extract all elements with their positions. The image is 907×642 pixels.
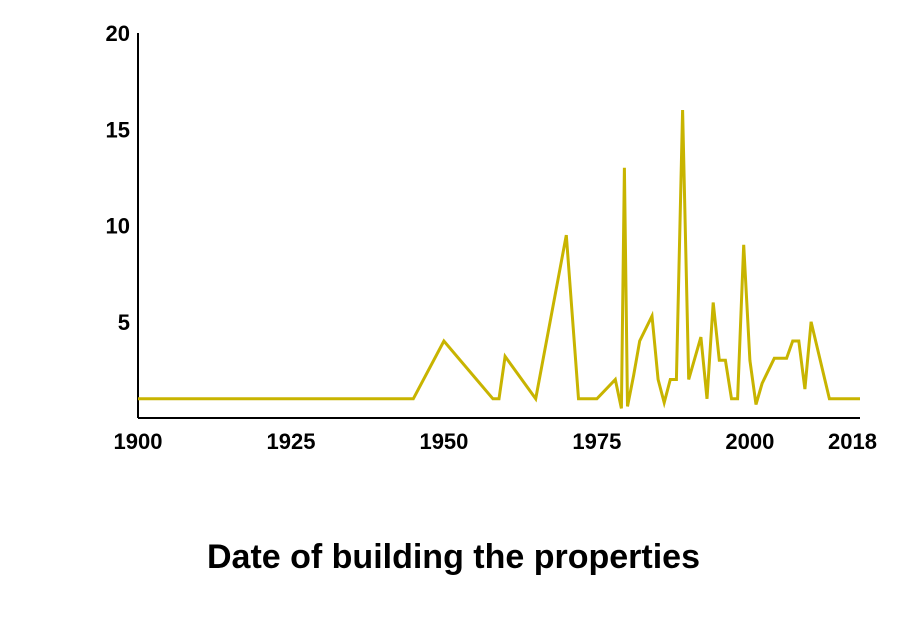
x-tick-labels: 1900 1925 1950 1975 2000 2018 [114,429,877,454]
y-tick-label: 15 [106,117,130,142]
y-tick-label: 10 [106,214,130,239]
x-tick-label: 1975 [572,429,621,454]
x-tick-label: 1925 [266,429,315,454]
x-tick-label: 2018 [828,429,877,454]
x-tick-label: 2000 [725,429,774,454]
y-tick-label: 20 [106,21,130,46]
x-tick-label: 1900 [114,429,163,454]
series-line [138,109,860,409]
line-chart: 1900 1925 1950 1975 2000 2018 5 10 15 20 [106,21,877,454]
y-tick-labels: 5 10 15 20 [106,21,130,335]
y-tick-label: 5 [118,310,130,335]
x-axis-label: Date of building the properties [206,538,701,576]
x-tick-label: 1950 [419,429,468,454]
